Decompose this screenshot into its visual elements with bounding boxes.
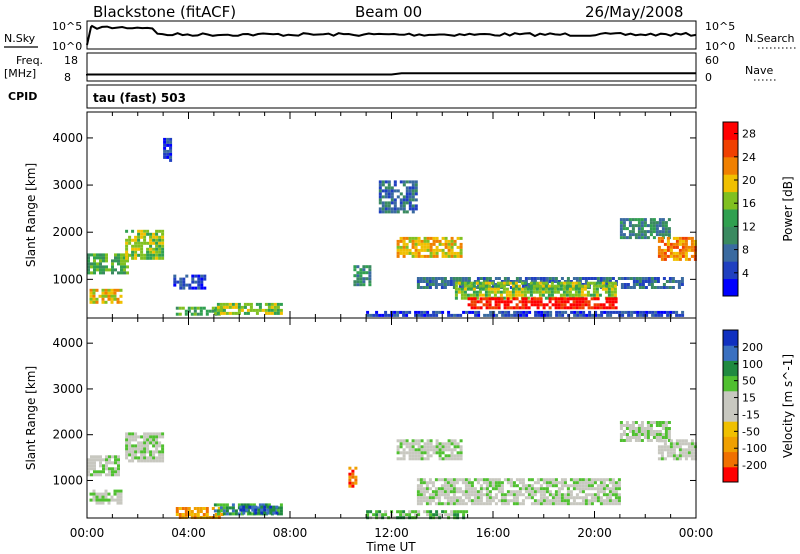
colorbar-tick: 24 bbox=[742, 151, 756, 164]
y-axis-label: Slant Range [km] bbox=[24, 163, 38, 267]
station-title: Blackstone (fitACF) bbox=[93, 3, 236, 21]
data-region bbox=[213, 302, 283, 315]
colorbar-tick: 8 bbox=[742, 244, 749, 257]
y-tick-label: 3000 bbox=[52, 382, 83, 396]
data-region bbox=[125, 229, 165, 260]
colorbar-tick: -50 bbox=[742, 425, 760, 438]
data-region bbox=[87, 253, 129, 275]
freq-unit-label: [MHz] bbox=[4, 67, 36, 80]
colorbar-label: Power [dB] bbox=[781, 176, 795, 241]
colorbar-tick: 20 bbox=[742, 174, 756, 187]
x-tick-label: 16:00 bbox=[476, 526, 511, 540]
data-region bbox=[239, 505, 279, 515]
colorbar-tick: 15 bbox=[742, 392, 756, 405]
data-region bbox=[416, 478, 621, 506]
data-region bbox=[467, 297, 618, 310]
y-tick-label: 2000 bbox=[52, 428, 83, 442]
y-axis-label: Slant Range [km] bbox=[24, 366, 38, 470]
x-tick-label: 00:00 bbox=[679, 526, 714, 540]
x-tick-label: 00:00 bbox=[70, 526, 105, 540]
time-axis-label: Time UT bbox=[365, 540, 416, 554]
nsky-top-tick: 10^5 bbox=[52, 20, 82, 33]
data-region bbox=[89, 288, 123, 304]
nave-label: Nave bbox=[745, 64, 773, 77]
data-region bbox=[454, 281, 617, 300]
nsearch-label: N.Search bbox=[745, 32, 795, 45]
y-tick-label: 1000 bbox=[52, 272, 83, 286]
freq-top-tick: 18 bbox=[64, 54, 78, 67]
power-panel: 1000 2000 3000 4000 Slant Range [km] 4 8 12 16 20… bbox=[24, 111, 795, 319]
y-tick-label: 4000 bbox=[52, 336, 83, 350]
data-region bbox=[378, 180, 418, 214]
colorbar bbox=[722, 121, 739, 297]
time-axis: 00:00 04:00 08:00 12:00 16:00 20:00 00:00 bbox=[70, 526, 714, 540]
data-region bbox=[125, 432, 165, 463]
colorbar-tick: 200 bbox=[742, 341, 763, 354]
y-tick-label: 1000 bbox=[52, 473, 83, 487]
y-tick-label: 2000 bbox=[52, 225, 83, 239]
colorbar-tick: -200 bbox=[742, 459, 767, 472]
colorbar-tick: 4 bbox=[742, 267, 749, 280]
y-tick-label: 4000 bbox=[52, 131, 83, 145]
data-region bbox=[175, 507, 224, 519]
colorbar-tick: 16 bbox=[742, 197, 756, 210]
data-region bbox=[657, 439, 697, 461]
data-region bbox=[619, 421, 671, 442]
data-region bbox=[396, 439, 463, 461]
freq-panel bbox=[86, 52, 697, 82]
colorbar bbox=[722, 329, 739, 483]
freq-label: Freq. bbox=[16, 54, 43, 67]
colorbar-tick: -15 bbox=[742, 408, 760, 421]
freq-series bbox=[86, 72, 696, 76]
nsearch-top-tick: 10^5 bbox=[705, 20, 735, 33]
data-region bbox=[353, 265, 372, 287]
data-region bbox=[173, 274, 207, 290]
nave-bottom-tick: 0 bbox=[705, 71, 712, 84]
data-region bbox=[348, 466, 358, 488]
data-region bbox=[396, 236, 463, 258]
cpid-panel bbox=[86, 84, 697, 109]
colorbar-tick: -100 bbox=[742, 442, 767, 455]
data-region bbox=[619, 218, 671, 240]
colorbar-tick: 50 bbox=[742, 375, 756, 388]
data-region bbox=[366, 310, 685, 317]
freq-bottom-tick: 8 bbox=[64, 71, 71, 84]
nsky-bottom-tick: 10^0 bbox=[52, 40, 82, 53]
data-region bbox=[163, 137, 173, 162]
data-region bbox=[657, 236, 697, 261]
colorbar-label: Velocity [m s^-1] bbox=[781, 354, 795, 458]
nsky-series bbox=[86, 24, 697, 46]
date-title: 26/May/2008 bbox=[585, 3, 683, 21]
y-tick-label: 3000 bbox=[52, 178, 83, 192]
colorbar-tick: 28 bbox=[742, 128, 756, 141]
velocity-panel: 1000 2000 3000 4000 Slant Range [km] 200 100 50… bbox=[24, 317, 795, 520]
nsky-label: N.Sky bbox=[4, 32, 36, 45]
colorbar-tick: 12 bbox=[742, 220, 756, 233]
beam-title: Beam 00 bbox=[355, 3, 422, 21]
x-tick-label: 20:00 bbox=[577, 526, 612, 540]
cpid-label: CPID bbox=[8, 90, 37, 103]
nsearch-bottom-tick: 10^0 bbox=[705, 40, 735, 53]
cpid-value: tau (fast) 503 bbox=[93, 91, 186, 105]
colorbar-tick: 100 bbox=[742, 358, 763, 371]
nave-top-tick: 60 bbox=[705, 54, 719, 67]
x-tick-label: 12:00 bbox=[374, 526, 409, 540]
data-region bbox=[87, 455, 120, 477]
data-region bbox=[89, 489, 123, 505]
x-tick-label: 08:00 bbox=[273, 526, 308, 540]
x-tick-label: 04:00 bbox=[171, 526, 206, 540]
